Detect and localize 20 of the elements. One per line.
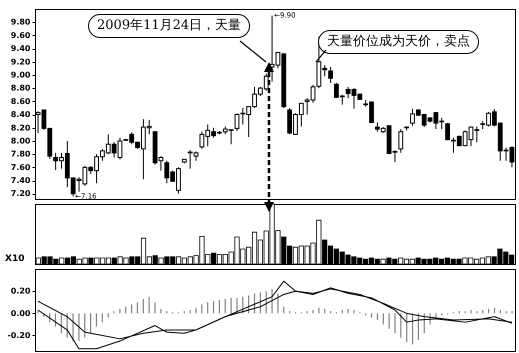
y-tick-label: 9.40 (10, 44, 31, 54)
y-tick-label: 7.20 (10, 189, 31, 198)
y-tick-label: 0.00 (10, 308, 31, 318)
y-tick-label: 9.60 (10, 30, 31, 40)
y-tick-label: 0.20 (10, 286, 31, 296)
callout-box: 2009年11月24日，天量 (88, 14, 250, 38)
y-tick-label: 8.20 (10, 123, 31, 132)
y-tick-label: 9.80 (10, 18, 31, 27)
y-tick-label: 9.20 (10, 57, 31, 66)
y-tick-label: 8.00 (10, 136, 31, 146)
y-tick-label: -0.20 (7, 330, 31, 340)
text: X10 (5, 254, 24, 264)
y-tick-label: 7.40 (10, 176, 31, 186)
y-tick-label: 7.80 (10, 150, 31, 159)
callout-box: 天量价位成为天价，卖点 (318, 30, 479, 54)
y-tick-label: 8.60 (10, 96, 31, 106)
y-tick-label: 8.40 (10, 110, 31, 120)
y-tick-label: 8.80 (10, 84, 31, 93)
y-tick-label: 9.00 (10, 70, 31, 80)
y-tick-label: 7.60 (10, 162, 31, 172)
